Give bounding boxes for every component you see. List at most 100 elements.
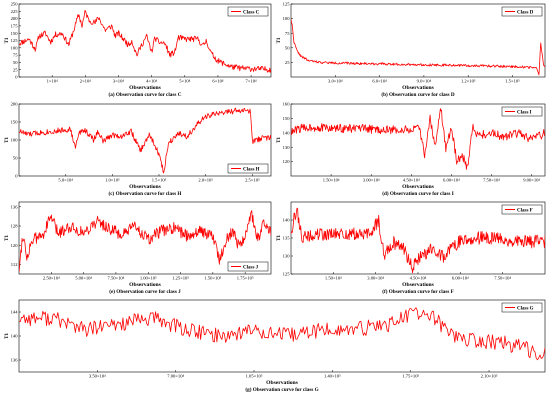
- x-tick-label: 4.50×10⁴: [410, 276, 427, 281]
- y-tick-label: 135: [283, 236, 291, 241]
- legend: Class C: [227, 6, 269, 17]
- x-tick-label: 1.5×10⁵: [152, 178, 167, 183]
- legend: Class H: [227, 163, 269, 174]
- y-tick-label: 128: [11, 224, 19, 229]
- x-tick-label: 3.00×10⁴: [367, 276, 384, 281]
- x-tick-label: 1.5×10⁵: [505, 79, 520, 84]
- x-tick-label: 7.50×10⁴: [108, 276, 125, 281]
- x-tick-label: 9.0×10⁴: [417, 79, 432, 84]
- x-tick-label: 1.50×10⁵: [204, 276, 221, 281]
- y-axis-label: T1: [276, 137, 282, 143]
- x-axis-label: Observations: [129, 85, 162, 91]
- y-tick-label: 75: [13, 53, 18, 58]
- x-tick-label: 4.50×10⁴: [403, 178, 420, 183]
- legend-label: Class F: [517, 208, 533, 213]
- panel-caption: (e) Observation curve for class J: [109, 288, 181, 295]
- y-tick-label: 130: [283, 254, 291, 259]
- chart-panel-g: 136 140 144 3.50×10⁴ 7.00×10⁴ 1.05×10⁵ 1.40×10…: [4, 299, 546, 393]
- x-axis-label: Observations: [402, 85, 435, 91]
- x-tick-label: 2.5×10⁵: [245, 178, 260, 183]
- y-tick-label: 50: [285, 45, 290, 50]
- x-tick-label: 1.05×10⁵: [246, 374, 263, 379]
- y-axis-label: T1: [4, 37, 10, 43]
- y-tick-label: 125: [283, 272, 291, 277]
- x-tick-label: 1.0×10⁵: [105, 178, 120, 183]
- series-line-c: [19, 9, 271, 73]
- y-tick-label: 0: [15, 174, 18, 179]
- x-tick-label: 3.0×10⁴: [328, 79, 343, 84]
- x-tick-label: 2.10×10⁵: [481, 374, 498, 379]
- legend-box: [227, 163, 269, 174]
- x-axis-label: Observations: [402, 184, 435, 190]
- y-tick-label: 125: [283, 2, 291, 7]
- legend-box: [227, 261, 269, 272]
- y-tick-label: 136: [11, 358, 19, 363]
- x-tick-label: 3.00×10⁴: [363, 178, 380, 183]
- chart-panel-f: 125 130 135 140 1.50×10⁴ 3.00×10⁴ 4.50×10⁴ 6.00…: [276, 201, 546, 295]
- legend: Class J: [227, 261, 269, 272]
- y-tick-label: 160: [283, 102, 291, 107]
- y-tick-label: 125: [11, 38, 19, 43]
- chart-panel-c: 0 25 50 75 100 125 150 175 200 225 250 1×10⁴ 2×10⁴ 3×…: [4, 2, 272, 98]
- y-tick-label: 140: [283, 218, 291, 223]
- legend: Class G: [501, 302, 543, 313]
- y-tick-label: 136: [11, 204, 19, 209]
- y-tick-label: 100: [11, 45, 19, 50]
- y-tick-label: 50: [13, 60, 18, 65]
- panel-caption: (f) Observation curve for class F: [382, 288, 454, 295]
- y-tick-label: 150: [11, 31, 19, 36]
- panel-caption: (a) Observation curve for class C: [109, 91, 182, 98]
- legend-box: [501, 106, 543, 117]
- legend: Class F: [501, 204, 543, 215]
- x-axis-label: Observations: [129, 184, 162, 190]
- x-tick-label: 1.75×10⁵: [402, 374, 419, 379]
- legend-label: Class G: [517, 306, 534, 311]
- y-tick-label: 50: [13, 156, 18, 161]
- panel-caption: (c) Observation curve for class H: [109, 190, 182, 197]
- panel-caption: (b) Observation curve for class D: [381, 91, 454, 98]
- x-tick-label: 4×10⁴: [146, 79, 157, 84]
- y-axis-label: T1: [4, 235, 10, 241]
- chart-panel-j: 112 120 128 136 2.50×10⁴ 5.00×10⁴ 7.50×10⁴ 1.00…: [4, 201, 272, 295]
- y-axis-label: T1: [4, 333, 10, 339]
- legend-label: Class D: [517, 10, 534, 15]
- x-tick-label: 7.00×10⁴: [167, 374, 184, 379]
- x-tick-label: 6.00×10⁴: [452, 276, 469, 281]
- x-tick-label: 1.50×10⁴: [325, 276, 342, 281]
- y-axis-label: T1: [276, 37, 282, 43]
- legend-box: [501, 204, 543, 215]
- x-axis-label: Observations: [129, 282, 162, 288]
- x-tick-label: 2×10⁴: [80, 79, 91, 84]
- x-tick-label: 9.00×10⁴: [523, 178, 540, 183]
- x-tick-label: 6.00×10⁴: [443, 178, 460, 183]
- x-tick-label: 5.00×10⁴: [75, 276, 92, 281]
- y-tick-label: 100: [11, 138, 19, 143]
- chart-panel-i: 120 130 140 150 160 1.50×10⁴ 3.00×10⁴ 4.50×10⁴ 6…: [276, 102, 546, 197]
- y-tick-label: 120: [11, 243, 19, 248]
- x-tick-label: 5×10⁴: [179, 79, 190, 84]
- legend-label: Class H: [243, 167, 260, 172]
- y-tick-label: 75: [285, 31, 290, 36]
- x-tick-label: 3.50×10⁴: [89, 374, 106, 379]
- y-tick-label: 140: [11, 334, 19, 339]
- series-line-f: [291, 207, 545, 274]
- legend-box: [501, 302, 543, 313]
- y-tick-label: 130: [283, 145, 291, 150]
- legend: Class I: [501, 106, 543, 117]
- y-tick-label: 25: [285, 60, 290, 65]
- y-tick-label: 225: [11, 9, 19, 14]
- x-tick-label: 1.2×10⁵: [461, 79, 476, 84]
- y-tick-label: 250: [11, 2, 19, 7]
- series-line-j: [19, 210, 271, 273]
- panel-caption: (g) Observation curve for class G: [245, 386, 318, 393]
- x-tick-label: 3×10⁴: [113, 79, 124, 84]
- series-line-g: [19, 307, 545, 361]
- x-tick-label: 2.0×10⁵: [198, 178, 213, 183]
- x-tick-label: 7.50×10⁴: [483, 178, 500, 183]
- chart-panel-h: 0 50 100 150 200 5.0×10⁴ 1.0×10⁵ 1.5×10⁵ 2.0×10⁵…: [4, 102, 272, 197]
- chart-panel-d: 25 50 75 100 125 3.0×10⁴ 6.0×10⁴ 9.0×10⁴ 1.2×10⁵…: [276, 2, 546, 98]
- x-tick-label: 7.50×10⁴: [494, 276, 511, 281]
- y-tick-label: 140: [283, 130, 291, 135]
- y-tick-label: 150: [11, 120, 19, 125]
